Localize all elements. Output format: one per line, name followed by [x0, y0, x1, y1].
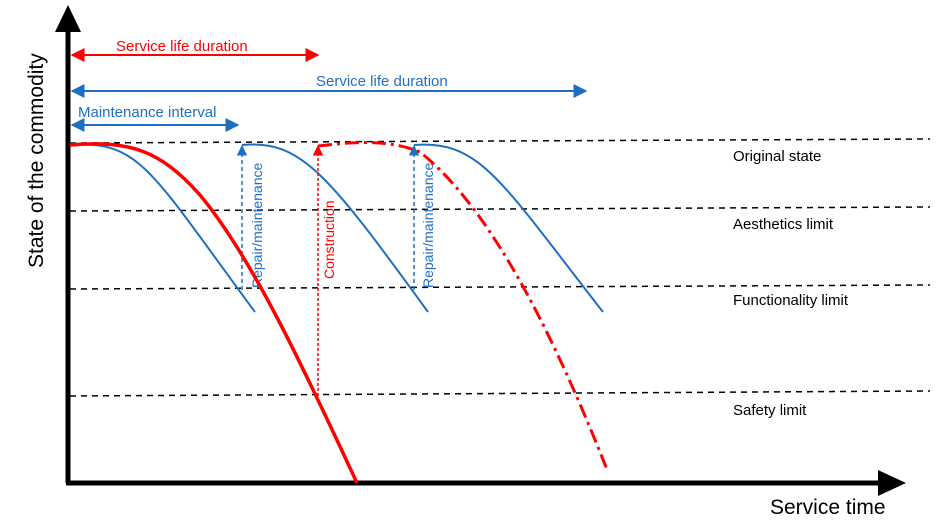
rebuilt-curve [317, 141, 610, 473]
unmaintained-curves [69, 141, 610, 484]
blue-service-life-label: Service life duration [316, 73, 448, 90]
construction-label: Construction [321, 200, 337, 279]
x-axis-arrowhead [878, 470, 906, 496]
safety-limit-label: Safety limit [733, 402, 807, 419]
functionality-limit-label: Functionality limit [733, 292, 849, 309]
red-service-life-label: Service life duration [116, 38, 248, 55]
aesthetics-limit-label: Aesthetics limit [733, 216, 834, 233]
construction-annotation: Construction [312, 144, 337, 396]
level-labels: Original state Aesthetics limit Function… [733, 148, 849, 419]
repair-arrows: Repair/maintenance Repair/maintenance [236, 144, 436, 290]
unmaintained-curve [69, 142, 359, 484]
limit-lines [69, 138, 931, 397]
safety-limit-line [69, 390, 931, 397]
y-axis-label: State of the commodity [25, 53, 48, 268]
maintained-curve-1 [69, 143, 256, 313]
y-axis-arrowhead [55, 5, 81, 32]
x-axis-label: Service time [770, 496, 886, 519]
duration-arrows: Service life duration Service life durat… [70, 38, 588, 132]
original-state-label: Original state [733, 148, 821, 165]
functionality-limit-line [69, 284, 931, 290]
repair-label-2: Repair/maintenance [420, 162, 436, 288]
original-state-line [69, 138, 931, 144]
maintenance-interval-label: Maintenance interval [78, 104, 216, 121]
maintained-curve-3 [413, 143, 604, 313]
repair-label-1: Repair/maintenance [249, 162, 265, 288]
axes: State of the commodity Service time [25, 5, 906, 519]
aesthetics-limit-line [69, 206, 931, 212]
